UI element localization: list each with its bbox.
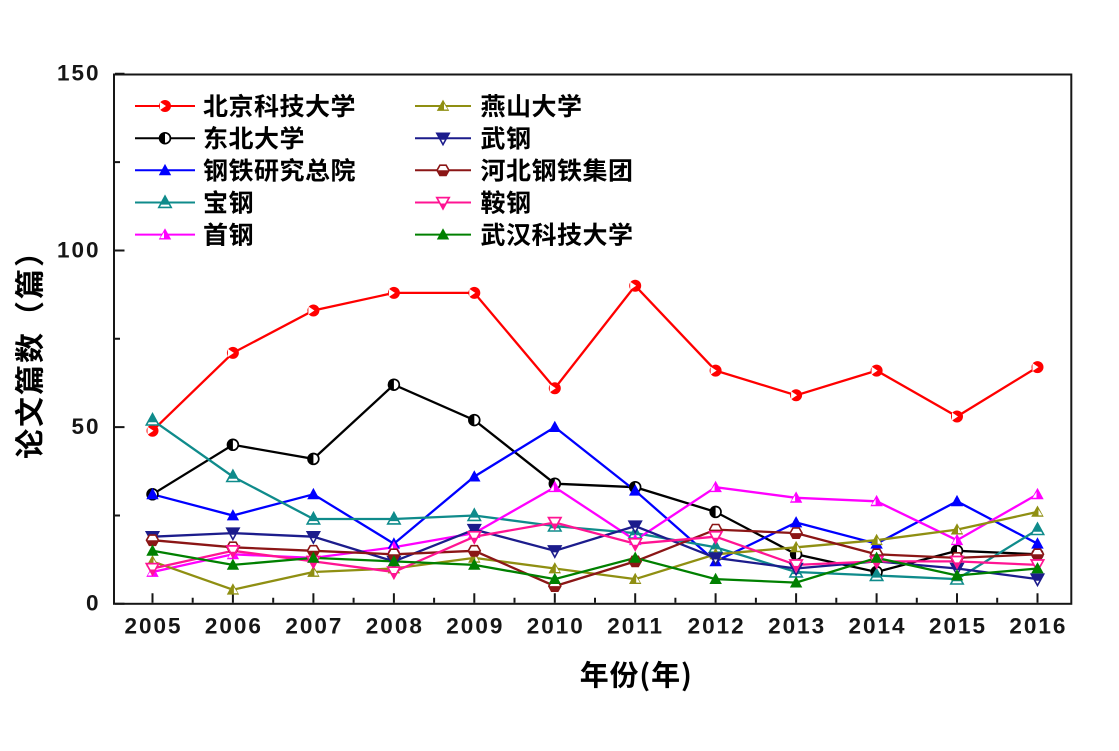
svg-text:2009: 2009 — [446, 614, 504, 639]
svg-text:2011: 2011 — [607, 614, 664, 639]
svg-text:2010: 2010 — [527, 614, 585, 639]
svg-text:100: 100 — [57, 237, 101, 262]
svg-text:50: 50 — [72, 414, 101, 439]
svg-text:2005: 2005 — [125, 614, 183, 639]
svg-text:2008: 2008 — [366, 614, 424, 639]
svg-text:2016: 2016 — [1009, 614, 1067, 639]
svg-text:2015: 2015 — [929, 614, 987, 639]
svg-text:2014: 2014 — [849, 614, 907, 639]
svg-text:150: 150 — [57, 61, 101, 86]
svg-text:2007: 2007 — [285, 614, 343, 639]
svg-text:2006: 2006 — [205, 614, 263, 639]
svg-text:0: 0 — [86, 591, 101, 616]
svg-text:2013: 2013 — [768, 614, 826, 639]
svg-text:2012: 2012 — [688, 614, 746, 639]
